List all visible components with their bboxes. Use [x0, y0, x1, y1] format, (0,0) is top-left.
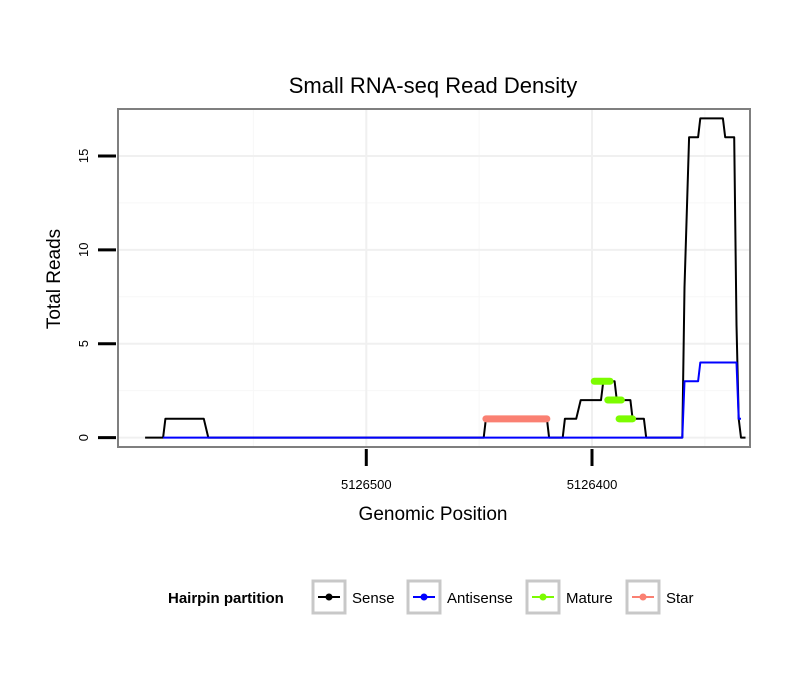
x-axis: 5126500 5126400	[341, 449, 617, 492]
legend-key-dot-mature	[539, 593, 547, 601]
chart-title: Small RNA-seq Read Density	[289, 73, 578, 98]
y-tick-label-3: 15	[76, 149, 91, 163]
x-tick-label-0: 5126500	[341, 477, 392, 492]
series-line-antisense	[163, 361, 741, 439]
y-tick-label-1: 5	[76, 340, 91, 347]
y-axis: 0 5 10 15	[76, 149, 116, 441]
legend-label-antisense: Antisense	[447, 590, 513, 607]
y-tick-label-0: 0	[76, 434, 91, 441]
legend-title: Hairpin partition	[168, 590, 284, 607]
plot-panel	[118, 109, 750, 447]
legend-key-dot-antisense	[420, 593, 428, 601]
legend-key-dot-sense	[325, 593, 333, 601]
series-layer	[145, 117, 746, 439]
plot-border	[117, 108, 751, 448]
legend-label-star: Star	[666, 590, 694, 607]
grid-minor	[118, 109, 750, 447]
y-axis-title: Total Reads	[44, 229, 65, 329]
x-tick-label-1: 5126400	[567, 477, 618, 492]
legend: Hairpin partition Sense Antisense Mature St…	[168, 579, 694, 615]
y-tick-label-2: 10	[76, 243, 91, 257]
legend-label-mature: Mature	[566, 590, 613, 607]
legend-label-sense: Sense	[352, 590, 395, 607]
x-axis-title: Genomic Position	[359, 504, 508, 525]
legend-key-dot-star	[639, 593, 647, 601]
